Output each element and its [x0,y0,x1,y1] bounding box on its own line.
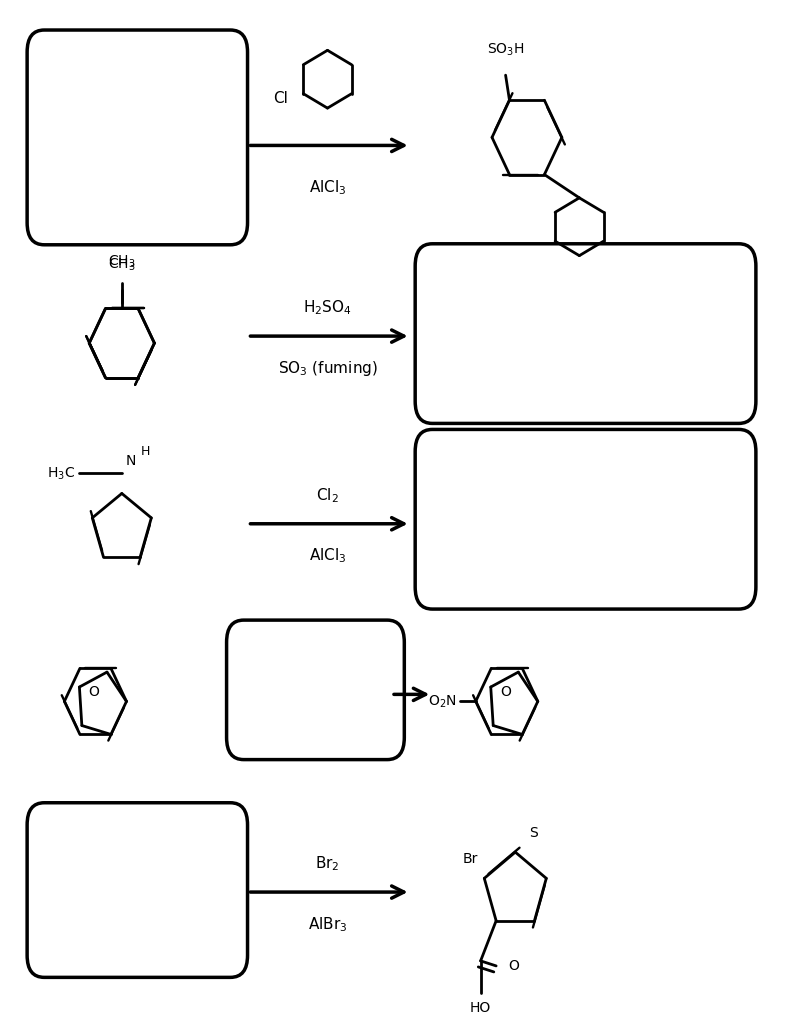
FancyBboxPatch shape [227,621,404,760]
Text: O: O [500,685,511,699]
FancyBboxPatch shape [27,30,247,245]
Text: HO: HO [470,1001,491,1015]
Text: AlBr$_3$: AlBr$_3$ [308,914,347,934]
FancyBboxPatch shape [416,244,756,423]
Text: AlCl$_3$: AlCl$_3$ [309,178,346,197]
FancyBboxPatch shape [416,429,756,609]
Text: SO$_3$ (fuming): SO$_3$ (fuming) [277,358,378,378]
Text: AlCl$_3$: AlCl$_3$ [309,547,346,565]
Text: H$_3$C: H$_3$C [47,465,75,481]
Text: SO$_3$H: SO$_3$H [487,42,525,58]
Text: H: H [141,445,151,459]
Text: Cl: Cl [273,91,288,106]
Text: N: N [126,455,136,468]
Text: Cl$_2$: Cl$_2$ [316,486,339,505]
Text: H$_2$SO$_4$: H$_2$SO$_4$ [303,299,352,317]
Text: O: O [508,958,519,973]
Text: CH$_3$: CH$_3$ [108,257,136,273]
Text: Br$_2$: Br$_2$ [315,855,340,873]
Text: S: S [529,826,538,840]
Text: CH$_3$: CH$_3$ [108,254,136,270]
Text: O$_2$N: O$_2$N [427,693,457,710]
Text: O: O [88,685,100,699]
Text: Br: Br [463,852,478,866]
FancyBboxPatch shape [27,803,247,977]
